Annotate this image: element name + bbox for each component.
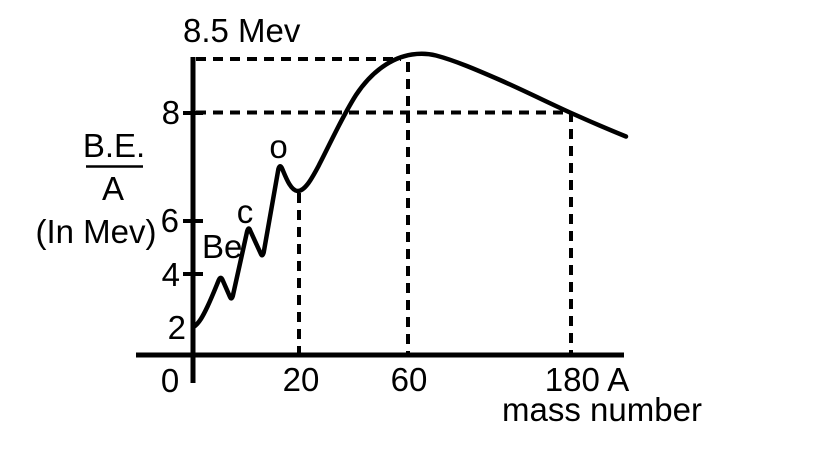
x-tick-labels: 0 20 60 180 A mass number bbox=[161, 361, 702, 428]
y-tick-label-6: 6 bbox=[161, 202, 179, 239]
peak-label-be: Be bbox=[202, 228, 242, 265]
y-tick-label-4: 4 bbox=[162, 256, 180, 293]
max-value-annotation: 8.5 Mev bbox=[183, 12, 301, 49]
y-axis-label-numerator: B.E. bbox=[83, 127, 145, 164]
y-axis-label-denominator: A bbox=[102, 170, 124, 207]
y-tick-label-2: 2 bbox=[168, 309, 186, 346]
binding-energy-curve bbox=[191, 51, 629, 330]
y-tick-label-8: 8 bbox=[162, 94, 180, 131]
x-tick-label-20: 20 bbox=[283, 361, 320, 398]
curve-peak-labels: Be c o bbox=[202, 128, 288, 265]
y-axis-label-unit: (In Mev) bbox=[35, 213, 156, 250]
y-axis-label: B.E. A (In Mev) bbox=[35, 127, 156, 250]
x-axis-caption: mass number bbox=[502, 391, 702, 428]
x-tick-label-0: 0 bbox=[161, 362, 179, 399]
peak-label-c: c bbox=[237, 193, 254, 230]
x-tick-label-60: 60 bbox=[391, 361, 428, 398]
peak-label-o: o bbox=[269, 128, 287, 165]
y-tick-labels: 8 6 4 2 bbox=[161, 94, 186, 346]
x-tick-label-180-A: 180 A bbox=[545, 361, 629, 398]
dashed-guides bbox=[196, 57, 573, 354]
